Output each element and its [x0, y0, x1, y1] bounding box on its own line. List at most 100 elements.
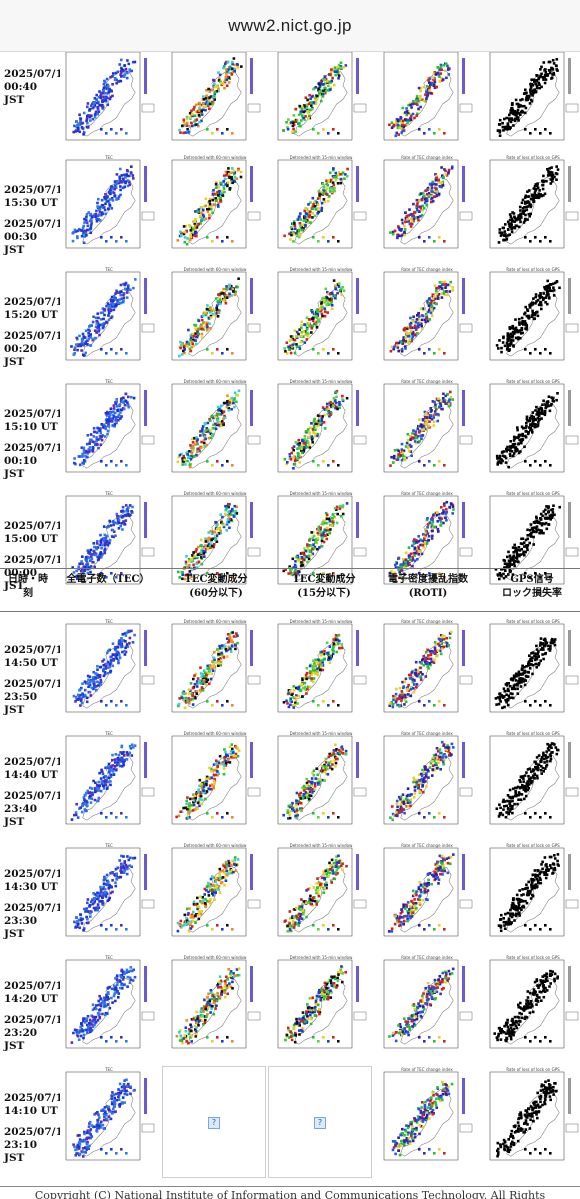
header-roti: 電子密度擾乱指数 (ROTI) [388, 574, 468, 599]
panel-title: Detrended with 15-min window [289, 379, 353, 384]
ut-date: 2025/07/12 [4, 296, 71, 308]
ut-date: 2025/07/12 [4, 1092, 71, 1104]
map-panel-tec60[interactable]: Detrended with 60-min window [166, 730, 264, 838]
map-panel-tec[interactable]: TEC [60, 490, 158, 598]
panel-title: Rate of loss of lock on GPS [506, 267, 560, 272]
map-panel-gps[interactable]: Rate of loss of lock on GPS [484, 954, 580, 1062]
map-panel-tec60[interactable]: Detrended with 60-min window [166, 378, 264, 486]
map-panel-tec[interactable]: TEC [60, 954, 158, 1062]
ut-time: 14:50 UT [4, 657, 58, 669]
map-panel-tec60[interactable]: Detrended with 60-min window [166, 52, 264, 154]
panel-title: Rate of loss of lock on GPS [506, 491, 560, 496]
panel-title: TEC [105, 843, 113, 848]
map-panel-tec[interactable]: TEC [60, 154, 158, 262]
panel-title: Detrended with 60-min window [183, 379, 247, 384]
broken-image-placeholder[interactable]: ? [162, 1066, 266, 1178]
jst-time: 00:20 [4, 343, 38, 355]
map-panel-roti[interactable]: Rate of TEC change index [378, 618, 476, 726]
map-panel-tec15[interactable]: Detrended with 15-min window [272, 618, 370, 726]
panel-title: Rate of TEC change index [401, 731, 453, 736]
map-panel-gps[interactable]: Rate of loss of lock on GPS [484, 1066, 580, 1174]
map-panel-tec15[interactable]: Detrended with 15-min window [272, 52, 370, 154]
map-panel-gps[interactable]: Rate of loss of lock on GPS [484, 490, 580, 598]
map-image [489, 383, 579, 473]
broken-image-placeholder[interactable]: ? [268, 1066, 372, 1178]
map-panel-tec60[interactable]: Detrended with 60-min window [166, 490, 264, 598]
jst-date: 2025/07/12 [4, 1014, 71, 1026]
panel-title: Rate of TEC change index [401, 155, 453, 160]
map-panel-tec15[interactable]: Detrended with 15-min window [272, 378, 370, 486]
jst-tag: JST [4, 244, 25, 256]
map-image [489, 52, 579, 141]
map-panel-roti[interactable]: Rate of TEC change index [378, 490, 476, 598]
map-image [489, 847, 579, 937]
map-panel-tec60[interactable]: Detrended with 60-min window [166, 154, 264, 262]
map-image [65, 383, 155, 473]
map-panel-roti[interactable]: Rate of TEC change index [378, 52, 476, 154]
map-panel-roti[interactable]: Rate of TEC change index [378, 378, 476, 486]
panel-title: Rate of TEC change index [401, 267, 453, 272]
panel-title: Detrended with 60-min window [183, 619, 247, 624]
jst-tag: JST [4, 1152, 25, 1164]
map-panel-gps[interactable]: Rate of loss of lock on GPS [484, 618, 580, 726]
map-panel-gps[interactable]: Rate of loss of lock on GPS [484, 842, 580, 950]
panel-title: Rate of loss of lock on GPS [506, 1067, 560, 1072]
jst-tag: JST [4, 928, 25, 940]
map-panel-tec60[interactable]: Detrended with 60-min window [166, 954, 264, 1062]
map-panel-gps[interactable]: Rate of loss of lock on GPS [484, 52, 580, 154]
map-image [383, 1071, 473, 1161]
panel-title: TEC [105, 155, 113, 160]
map-panel-roti[interactable]: Rate of TEC change index [378, 730, 476, 838]
map-panel-gps[interactable]: Rate of loss of lock on GPS [484, 266, 580, 374]
jst-date: 2025/07/13 [4, 330, 71, 342]
map-panel-tec[interactable]: TEC [60, 842, 158, 950]
map-panel-tec[interactable]: TEC [60, 618, 158, 726]
map-panel-roti[interactable]: Rate of TEC change index [378, 154, 476, 262]
map-panel-tec[interactable]: TEC [60, 378, 158, 486]
map-image [171, 959, 261, 1049]
url-text[interactable]: www2.nict.go.jp [228, 15, 352, 35]
map-panel-gps[interactable]: Rate of loss of lock on GPS [484, 154, 580, 262]
row-datetime-label: 2025/07/12 15:30 UT 2025/07/13 00:30 JST [4, 184, 70, 257]
map-panel-tec15[interactable]: Detrended with 15-min window [272, 730, 370, 838]
ut-date: 2025/07/12 [4, 868, 71, 880]
map-image [383, 623, 473, 713]
map-panel-roti[interactable]: Rate of TEC change index [378, 954, 476, 1062]
map-image [277, 959, 367, 1049]
map-image [277, 271, 367, 361]
map-image [65, 495, 155, 585]
ut-time: 14:10 UT [4, 1105, 58, 1117]
map-panel-tec15[interactable]: Detrended with 15-min window [272, 954, 370, 1062]
panel-title: Rate of loss of lock on GPS [506, 379, 560, 384]
map-panel-tec15[interactable]: Detrended with 15-min window [272, 266, 370, 374]
map-image [489, 495, 579, 585]
map-panel-tec15[interactable]: Detrended with 15-min window [272, 842, 370, 950]
jst-tag: JST [4, 1040, 25, 1052]
map-panel-roti[interactable]: Rate of TEC change index [378, 842, 476, 950]
map-panel-tec[interactable]: TEC [60, 730, 158, 838]
panel-title: Detrended with 60-min window [183, 731, 247, 736]
map-panel-tec[interactable]: TEC [60, 266, 158, 374]
map-image [489, 623, 579, 713]
map-panel-gps[interactable]: Rate of loss of lock on GPS [484, 730, 580, 838]
jst-date: 2025/07/12 [4, 678, 71, 690]
jst-date: 2025/07/13 [4, 442, 71, 454]
panel-title: Detrended with 15-min window [289, 267, 353, 272]
map-image [65, 623, 155, 713]
map-panel-tec60[interactable]: Detrended with 60-min window [166, 842, 264, 950]
map-panel-tec[interactable]: TEC [60, 1066, 158, 1174]
map-panel-tec60[interactable]: Detrended with 60-min window [166, 266, 264, 374]
map-panel-roti[interactable]: Rate of TEC change index [378, 266, 476, 374]
map-panel-gps[interactable]: Rate of loss of lock on GPS [484, 378, 580, 486]
map-panel-tec[interactable]: TEC [60, 52, 158, 154]
map-panel-roti[interactable]: Rate of TEC change index [378, 1066, 476, 1174]
jst-tag: JST [4, 356, 25, 368]
row-datetime-label: 2025/07/12 14:30 UT 2025/07/12 23:30 JST [4, 868, 71, 941]
row-datetime-label: 2025/07/12 14:50 UT 2025/07/12 23:50 JST [4, 644, 71, 717]
browser-address-bar[interactable]: www2.nict.go.jp [0, 0, 580, 52]
map-panel-tec15[interactable]: Detrended with 15-min window [272, 490, 370, 598]
ut-time: 15:10 UT [4, 421, 58, 433]
row-datetime-label: 2025/07/12 14:20 UT 2025/07/12 23:20 JST [4, 980, 71, 1053]
map-panel-tec15[interactable]: Detrended with 15-min window [272, 154, 370, 262]
map-panel-tec60[interactable]: Detrended with 60-min window [166, 618, 264, 726]
